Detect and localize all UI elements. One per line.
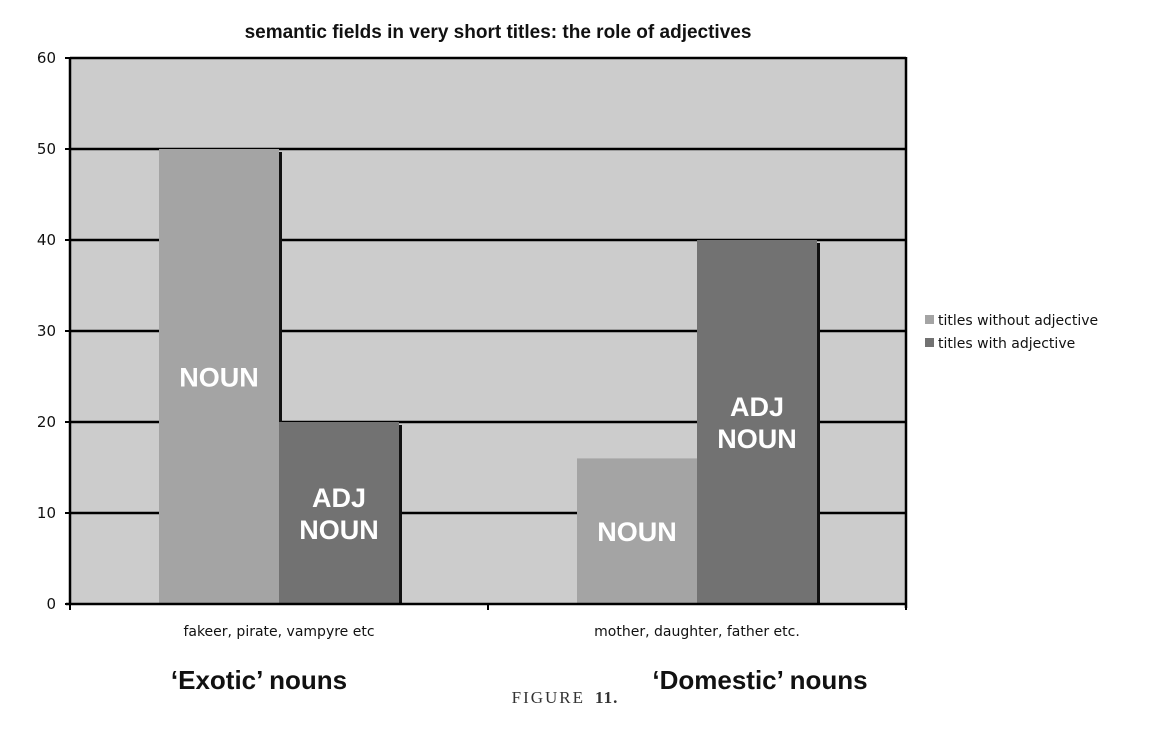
bar-label: NOUN (597, 517, 677, 547)
bar (279, 422, 399, 604)
legend-label-with-adjective: titles with adjective (938, 336, 1075, 352)
bar (577, 458, 697, 604)
legend-swatch-without-adjective (925, 315, 934, 324)
y-tick-label: 50 (37, 140, 56, 158)
figure-caption-word: FIGURE (512, 688, 585, 707)
x-tick-label: fakeer, pirate, vampyre etc (183, 624, 374, 640)
group-label-exotic: ‘Exotic’ nouns (171, 665, 347, 695)
bar-label: ADJ (312, 483, 366, 513)
chart-title: semantic fields in very short titles: th… (245, 22, 752, 43)
legend-label-without-adjective: titles without adjective (938, 313, 1098, 329)
bar (159, 149, 279, 604)
bar-label: ADJ (730, 392, 784, 422)
bar-label: NOUN (299, 515, 379, 545)
y-tick-label: 10 (37, 504, 56, 522)
bar-label: NOUN (717, 424, 797, 454)
bar-label: NOUN (179, 363, 259, 393)
axes (65, 57, 908, 610)
legend: titles without adjective titles with adj… (925, 313, 1098, 352)
figure-caption-number: 11. (595, 688, 618, 707)
x-tick-labels: fakeer, pirate, vampyre etc mother, daugh… (183, 624, 799, 640)
x-tick-label: mother, daughter, father etc. (594, 624, 800, 640)
y-tick-label: 40 (37, 231, 56, 249)
bar (697, 240, 817, 604)
legend-swatch-with-adjective (925, 338, 934, 347)
y-tick-labels: 0 10 20 30 40 50 60 (37, 49, 56, 613)
y-tick-label: 20 (37, 413, 56, 431)
y-tick-label: 30 (37, 322, 56, 340)
figure-caption: FIGURE 11. (512, 688, 619, 707)
y-tick-label: 0 (46, 595, 56, 613)
y-tick-label: 60 (37, 49, 56, 67)
group-label-domestic: ‘Domestic’ nouns (652, 665, 867, 695)
